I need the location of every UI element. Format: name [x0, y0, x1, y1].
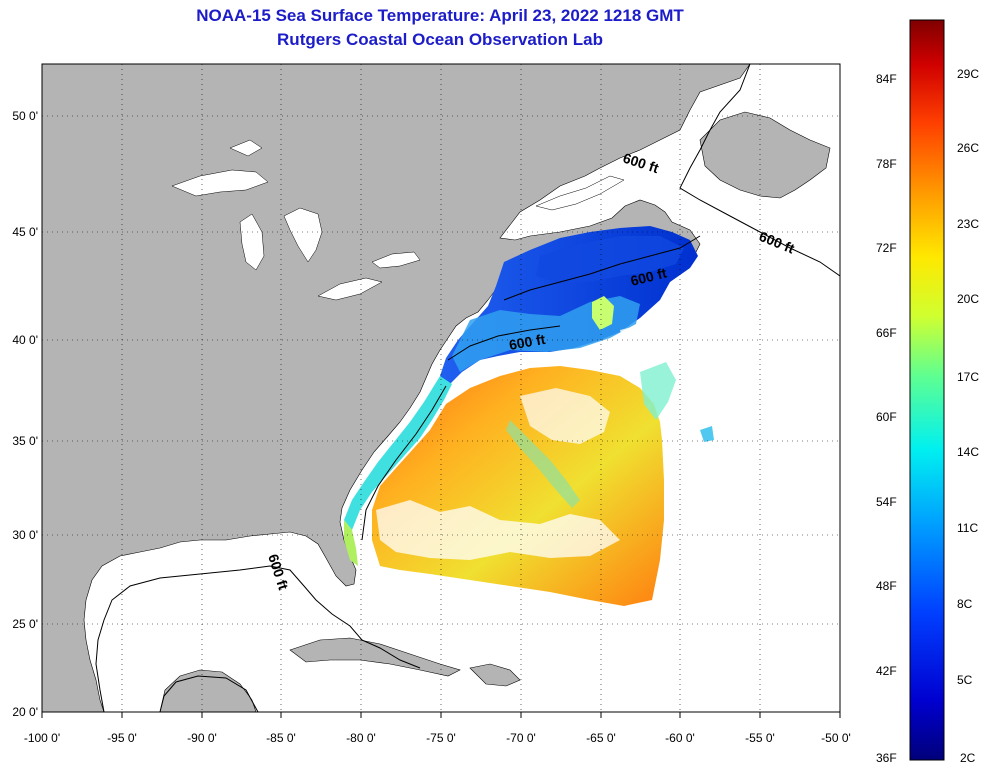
- lat-label: 35 0': [12, 434, 38, 448]
- lon-label: -60 0': [665, 731, 695, 745]
- colorbar-f-label: 42F: [876, 664, 897, 678]
- colorbar-c-label: 17C: [957, 370, 979, 384]
- colorbar-c-label: 8C: [957, 597, 973, 611]
- lat-label: 30 0': [12, 528, 38, 542]
- colorbar-c-label: 5C: [957, 673, 973, 687]
- sst-florida-coast-band: [344, 520, 358, 566]
- land-newfoundland: [699, 111, 831, 199]
- sst-coastal-band: [344, 376, 452, 530]
- lon-label: -55 0': [745, 731, 775, 745]
- colorbar-f-label: 66F: [876, 326, 897, 340]
- colorbar-c-label: 2C: [960, 751, 976, 765]
- colorbar-f-label: 72F: [876, 241, 897, 255]
- graticule: [42, 64, 840, 712]
- lat-label: 45 0': [12, 225, 38, 239]
- colorbar-c-label: 11C: [957, 521, 978, 535]
- colorbar-f-label: 78F: [876, 157, 897, 171]
- sst-white-cloud-patch: [376, 500, 620, 560]
- lon-label: -80 0': [346, 731, 376, 745]
- colorbar-c-label: 29C: [957, 67, 979, 81]
- lon-label: -65 0': [586, 731, 616, 745]
- colorbar-f-label: 54F: [876, 495, 897, 509]
- lon-label: -50 0': [821, 731, 851, 745]
- colorbar-c-label: 14C: [957, 445, 979, 459]
- sst-cold-shelf-inner: [536, 236, 684, 284]
- lon-label: -85 0': [266, 731, 296, 745]
- lon-label: -70 0': [506, 731, 536, 745]
- sst-scattered-north: [620, 318, 736, 366]
- colorbar-f-label: 84F: [876, 72, 897, 86]
- sst-scattered-east: [640, 362, 676, 420]
- sst-mid-band: [506, 420, 580, 508]
- sst-far-east-patch: [700, 426, 714, 442]
- lon-label: -100 0': [24, 731, 60, 745]
- lat-label: 25 0': [12, 617, 38, 631]
- sst-warm-eddy: [592, 296, 614, 330]
- lon-label: -75 0': [426, 731, 456, 745]
- land-yucatan: [159, 669, 257, 712]
- lat-label: 20 0': [12, 705, 38, 719]
- frame-ticks: [41, 712, 841, 718]
- colorbar-f-label: 60F: [876, 410, 897, 424]
- colorbar-c-label: 23C: [957, 217, 979, 231]
- colorbar-f-label: 36F: [876, 751, 897, 765]
- map-title: NOAA-15 Sea Surface Temperature: April 2…: [196, 6, 684, 25]
- contour-600ft: [95, 64, 840, 712]
- land-hispaniola: [469, 663, 521, 687]
- colorbar-f-label: 48F: [876, 579, 897, 593]
- lat-label: 50 0': [12, 109, 38, 123]
- sst-cloud-patch-2: [520, 388, 610, 444]
- land-north-america: [42, 64, 751, 712]
- colorbar-c-label: 20C: [957, 292, 979, 306]
- lon-label: -90 0': [187, 731, 217, 745]
- map-subtitle: Rutgers Coastal Ocean Observation Lab: [277, 30, 603, 49]
- contour-label: 600 ft: [508, 331, 547, 353]
- great-lakes: [171, 139, 625, 301]
- lat-label: 40 0': [12, 333, 38, 347]
- colorbar-c-label: 26C: [957, 141, 979, 155]
- colorbar: [909, 19, 945, 761]
- lon-label: -95 0': [107, 731, 137, 745]
